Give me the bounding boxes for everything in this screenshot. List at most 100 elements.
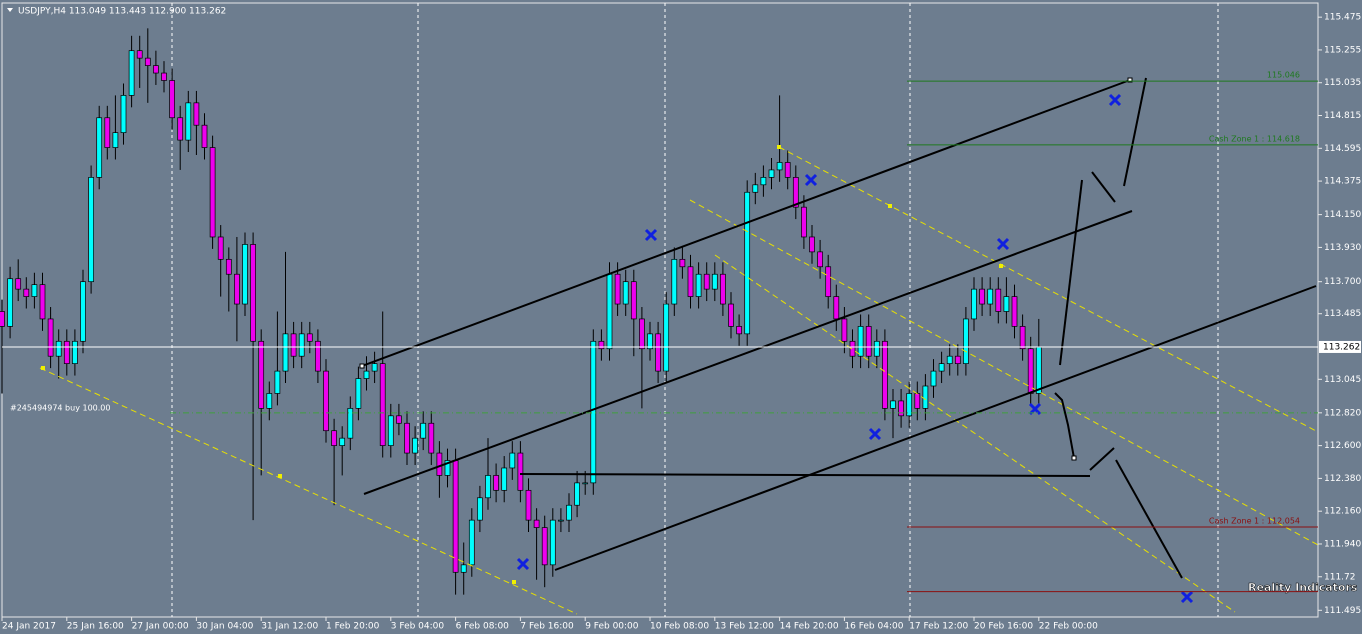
candle-body xyxy=(671,258,678,305)
y-tick-label: 111.72 xyxy=(1324,572,1356,582)
candle-body xyxy=(687,266,694,297)
candle-body xyxy=(444,460,451,476)
candle-body xyxy=(104,117,111,148)
candle-body xyxy=(306,333,313,342)
candle-body xyxy=(1027,348,1034,394)
candle-body xyxy=(112,132,119,148)
candle-body xyxy=(622,281,629,305)
anchor xyxy=(777,145,781,149)
x-mark xyxy=(516,557,530,571)
y-tick-label: 114.150 xyxy=(1324,210,1361,220)
candle-body xyxy=(558,519,564,522)
candle-body xyxy=(371,363,378,372)
y-tick-label: 113.700 xyxy=(1324,277,1361,287)
candle-body xyxy=(971,288,977,320)
x-mark xyxy=(996,237,1010,251)
x-tick-label: 25 Jan 16:00 xyxy=(67,622,124,632)
y-tick-label: 112.160 xyxy=(1324,507,1361,517)
candle-body xyxy=(801,206,807,238)
channel-line xyxy=(363,210,1133,495)
candle-body xyxy=(857,326,864,357)
candle-body xyxy=(120,95,127,134)
candle-body xyxy=(501,467,508,491)
candle-body xyxy=(485,475,491,499)
y-tick-label: 111.495 xyxy=(1324,606,1361,616)
candle-body xyxy=(963,318,969,365)
trendline xyxy=(689,199,1319,546)
trendline xyxy=(39,367,578,615)
current-price-label: 113.262 xyxy=(1323,342,1360,352)
candle-body xyxy=(274,370,281,394)
y-tick-label: 114.815 xyxy=(1324,111,1361,121)
candle-body xyxy=(841,318,848,342)
candle-body xyxy=(663,303,670,372)
channel-line xyxy=(361,79,1131,367)
y-tick-label: 114.595 xyxy=(1324,144,1361,154)
candle-body xyxy=(833,296,840,320)
candle-body xyxy=(63,340,70,365)
candle-body xyxy=(647,333,653,350)
candle-body xyxy=(922,385,929,409)
x-tick-label: 3 Feb 04:00 xyxy=(391,622,445,632)
chart-title: USDJPY,H4 113.049 113.443 112.900 113.26… xyxy=(18,7,226,17)
candle-body xyxy=(339,437,346,446)
candle-body xyxy=(703,273,710,290)
candle-body xyxy=(379,363,386,446)
candle-body xyxy=(428,422,435,454)
y-tick-label: 113.930 xyxy=(1324,243,1361,253)
candle-body xyxy=(144,57,151,66)
y-tick-label: 115.255 xyxy=(1324,45,1361,55)
level-label: 115.046 xyxy=(1267,71,1300,80)
candle-body xyxy=(882,340,888,409)
candle-body xyxy=(331,430,337,446)
candle-body xyxy=(323,370,329,432)
x-mark xyxy=(1180,590,1194,604)
projection xyxy=(1089,447,1115,471)
candle-body xyxy=(23,288,30,297)
trendline xyxy=(778,146,1319,433)
anchor xyxy=(278,474,282,478)
x-tick-label: 1 Feb 20:00 xyxy=(326,622,380,632)
x-tick-label: 13 Feb 12:00 xyxy=(715,622,774,632)
candle-body xyxy=(768,169,775,178)
projection xyxy=(1115,459,1183,579)
candle-body xyxy=(477,497,483,521)
candle-body xyxy=(290,333,297,357)
candle-body xyxy=(493,475,499,491)
candle-body xyxy=(898,400,904,417)
candle-body xyxy=(242,244,248,305)
candle-body xyxy=(639,318,645,350)
x-tick-label: 30 Jan 04:00 xyxy=(196,622,253,632)
current-price-box xyxy=(1319,340,1361,353)
y-tick-label: 114.375 xyxy=(1324,177,1361,187)
candle-body xyxy=(39,284,46,320)
candle-body xyxy=(784,162,791,178)
candles xyxy=(0,28,1042,595)
y-tick-label: 112.600 xyxy=(1324,441,1361,451)
candle-body xyxy=(728,303,734,327)
trendline xyxy=(714,254,1236,613)
candle-body xyxy=(525,489,532,521)
anchor xyxy=(359,363,365,369)
candle-body xyxy=(420,422,427,439)
candle-body xyxy=(760,177,767,186)
candle-body xyxy=(995,288,1002,312)
candle-body xyxy=(906,393,913,417)
candle-body xyxy=(452,460,459,573)
candle-body xyxy=(720,273,726,305)
candle-body xyxy=(792,177,799,208)
x-tick-label: 27 Jan 00:00 xyxy=(132,622,189,632)
candle-body xyxy=(582,482,589,485)
candle-body xyxy=(817,251,823,268)
candle-body xyxy=(193,102,200,126)
candle-body xyxy=(460,564,467,573)
x-tick-label: 10 Feb 08:00 xyxy=(650,622,709,632)
candle-body xyxy=(0,311,5,327)
candle-body xyxy=(825,266,832,297)
black-anchors xyxy=(359,77,1133,461)
candle-body xyxy=(630,281,637,320)
candle-body xyxy=(266,393,273,409)
x-tick-label: 9 Feb 00:00 xyxy=(585,622,639,632)
candle-body xyxy=(468,519,475,566)
anchor xyxy=(512,580,516,584)
